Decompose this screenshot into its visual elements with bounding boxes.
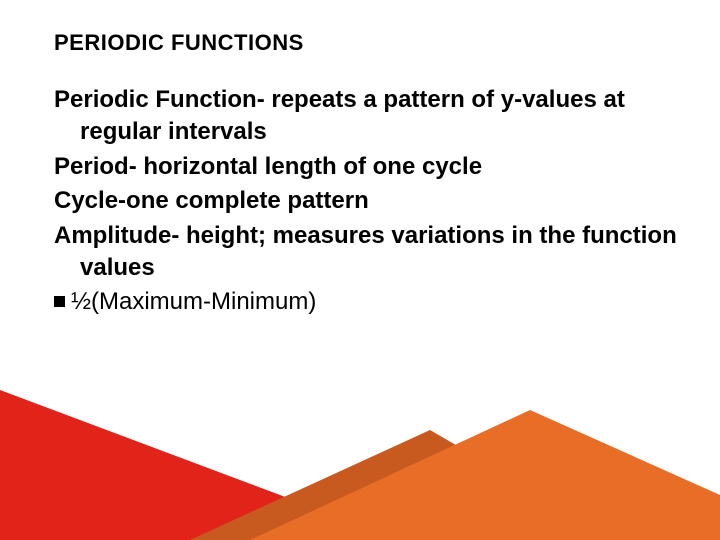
- content-area: PERIODIC FUNCTIONS Periodic Function- re…: [54, 30, 680, 319]
- definition-cycle: Cycle-one complete pattern: [54, 185, 680, 217]
- definition-amplitude: Amplitude- height; measures variations i…: [54, 220, 680, 285]
- term-body: -one complete pattern: [118, 187, 369, 214]
- term: Cycle: [54, 187, 118, 214]
- amplitude-formula-line: ½(Maximum-Minimum): [54, 286, 680, 318]
- slide-title: PERIODIC FUNCTIONS: [54, 30, 680, 56]
- amplitude-formula: ½(Maximum-Minimum): [71, 286, 316, 318]
- term-body: - horizontal length of one cycle: [129, 153, 482, 180]
- red-triangle: [0, 390, 400, 540]
- term: Period: [54, 153, 129, 180]
- body-text: Periodic Function- repeats a pattern of …: [54, 84, 680, 319]
- footer-decorative-shapes: [0, 390, 720, 540]
- definition-periodic-function: Periodic Function- repeats a pattern of …: [54, 84, 680, 149]
- slide: PERIODIC FUNCTIONS Periodic Function- re…: [0, 0, 720, 540]
- term: Periodic Function: [54, 86, 257, 113]
- term: Amplitude: [54, 222, 171, 249]
- orange-triangle: [250, 410, 720, 540]
- dark-orange-triangle: [190, 430, 620, 540]
- bullet-square-icon: [54, 296, 65, 307]
- definition-period: Period- horizontal length of one cycle: [54, 151, 680, 183]
